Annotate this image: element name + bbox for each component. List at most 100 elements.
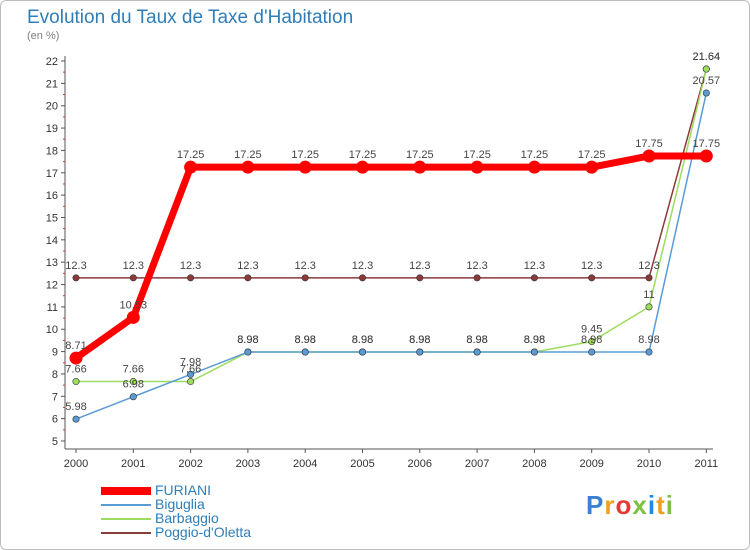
y-tick-label: 11 — [47, 302, 58, 314]
y-tick-label: 13 — [46, 257, 58, 269]
data-label: 20.57 — [693, 75, 721, 87]
legend-swatch — [101, 487, 151, 495]
data-point — [126, 310, 140, 324]
data-point — [645, 274, 653, 282]
data-label: 21.64 — [693, 51, 721, 63]
data-point — [184, 160, 198, 174]
data-label: 10.53 — [120, 299, 148, 311]
data-point — [642, 149, 656, 163]
data-label: 8.98 — [466, 334, 487, 346]
x-tick-label: 2002 — [178, 458, 202, 470]
data-label: 6.98 — [123, 379, 144, 391]
x-tick-label: 2005 — [350, 458, 374, 470]
axes: 5 6 7 8 9 10 11 12 13 14 15 16 17 18 19 20 21 22 2000 2001 2… — [46, 56, 718, 470]
x-tick-label: 2006 — [408, 458, 432, 470]
legend-label: Poggio-d'Oletta — [155, 524, 252, 540]
data-label: 8.98 — [409, 334, 430, 346]
x-tick-label: 2011 — [694, 458, 718, 470]
data-label: 8.98 — [581, 334, 602, 346]
data-label: 17.25 — [349, 149, 377, 161]
x-tick-label: 2004 — [293, 458, 317, 470]
data-point — [699, 149, 713, 163]
data-point — [129, 393, 137, 401]
legend-label: Biguglia — [155, 496, 205, 512]
data-point — [588, 348, 596, 356]
brand-letter: r — [604, 490, 616, 520]
data-point — [244, 348, 252, 356]
data-label: 7.98 — [180, 356, 201, 368]
data-label: 8.98 — [294, 334, 315, 346]
data-point — [645, 348, 653, 356]
data-label: 17.25 — [177, 149, 205, 161]
data-point — [702, 65, 710, 73]
series-line — [73, 152, 707, 361]
data-label: 5.98 — [65, 401, 86, 413]
data-label: 21.64 — [693, 51, 721, 63]
x-tick-label: 2000 — [64, 458, 88, 470]
y-tick-label: 20 — [46, 101, 58, 113]
x-tick-label: 2008 — [522, 458, 546, 470]
data-label: 12.3 — [123, 260, 144, 272]
data-point — [298, 160, 312, 174]
data-label: 17.25 — [521, 149, 549, 161]
y-tick-label: 6 — [52, 414, 58, 426]
data-point — [473, 274, 481, 282]
y-tick-label: 18 — [46, 145, 58, 157]
data-point — [470, 160, 484, 174]
data-label: 12.3 — [65, 260, 86, 272]
data-point — [301, 274, 309, 282]
data-label: 12.3 — [524, 260, 545, 272]
legend-swatch — [101, 518, 151, 520]
data-label: 12.3 — [237, 260, 258, 272]
data-label: 8.98 — [237, 334, 258, 346]
data-label: 17.25 — [291, 149, 319, 161]
data-point — [69, 351, 83, 365]
chart-title: Evolution du Taux de Taxe d'Habitation — [27, 7, 354, 28]
data-label: 17.25 — [406, 149, 434, 161]
y-tick-label: 8 — [52, 369, 58, 381]
y-tick-label: 14 — [46, 235, 58, 247]
y-tick-label: 15 — [46, 212, 58, 224]
data-point — [530, 274, 538, 282]
data-point — [413, 160, 427, 174]
data-point — [187, 378, 195, 386]
data-point — [187, 274, 195, 282]
data-label: 17.75 — [693, 138, 721, 150]
brand-letter: x — [632, 490, 648, 520]
data-point — [244, 274, 252, 282]
data-label: 12.3 — [180, 260, 201, 272]
y-tick-label: 17 — [46, 168, 58, 180]
data-label: 8.98 — [237, 334, 258, 346]
series-line — [76, 68, 708, 279]
data-point — [72, 274, 80, 282]
data-point — [301, 348, 309, 356]
legend-label: FURIANI — [155, 482, 211, 498]
data-point — [358, 274, 366, 282]
data-point — [241, 160, 255, 174]
data-label: 17.25 — [234, 149, 262, 161]
data-label: 8.98 — [409, 334, 430, 346]
data-point — [585, 160, 599, 174]
legend-label: Barbaggio — [155, 510, 219, 526]
data-point — [358, 348, 366, 356]
data-label: 8.98 — [638, 334, 659, 346]
legend-swatch — [101, 504, 151, 506]
data-point — [645, 303, 653, 311]
data-label: 8.98 — [352, 334, 373, 346]
x-tick-label: 2009 — [579, 458, 603, 470]
y-tick-label: 22 — [46, 56, 58, 68]
y-tick-label: 16 — [46, 190, 58, 202]
y-tick-label: 7 — [52, 391, 58, 403]
brand-letter: P — [586, 490, 605, 520]
x-tick-label: 2007 — [465, 458, 489, 470]
y-tick-label: 5 — [52, 436, 58, 448]
legend-swatch — [101, 532, 151, 534]
brand-letter: t — [656, 490, 666, 520]
y-tick-label: 9 — [52, 347, 58, 359]
data-label: 8.98 — [524, 334, 545, 346]
data-label: 11 — [643, 289, 654, 301]
data-label: 12.3 — [352, 260, 373, 272]
data-label: 8.98 — [466, 334, 487, 346]
